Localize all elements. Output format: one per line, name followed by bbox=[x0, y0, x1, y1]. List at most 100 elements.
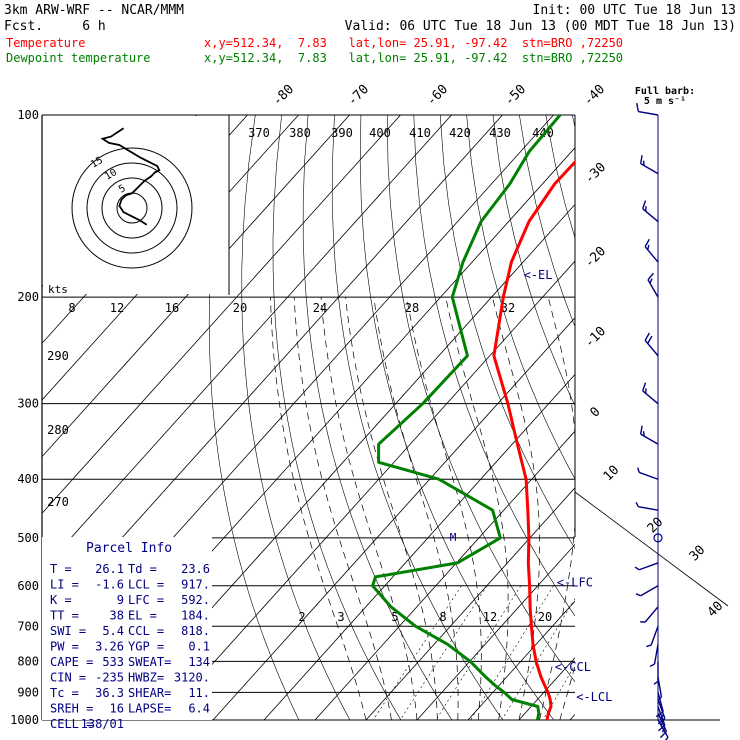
isotherm-line bbox=[723, 115, 740, 720]
dry-adiabat-line bbox=[302, 115, 453, 720]
wind-barb bbox=[637, 467, 659, 480]
moist-adiabat-line bbox=[539, 297, 575, 720]
model-title: 3km ARW-WRF -- NCAR/MMM bbox=[4, 3, 184, 18]
parcel-info-cell: CIN = bbox=[50, 671, 86, 685]
parcel-info-cell: 23.6 bbox=[181, 562, 210, 576]
wind-barb-flag bbox=[644, 238, 650, 248]
parcel-info-cell: LCL = bbox=[128, 578, 164, 592]
parcel-info-cell: 0.1 bbox=[188, 640, 210, 654]
isotherm-label-right: -30 bbox=[582, 160, 609, 187]
parcel-info-cell: 6.4 bbox=[188, 702, 210, 716]
wind-barb-shaft bbox=[642, 208, 659, 223]
parcel-info-cell: 134 bbox=[188, 655, 210, 669]
theta-label: 400 bbox=[369, 126, 391, 140]
moist-adiabat-line bbox=[345, 297, 438, 720]
hodograph-background bbox=[43, 116, 229, 294]
parcel-info-title: Parcel Info bbox=[86, 541, 172, 556]
wind-barb bbox=[640, 606, 659, 623]
parcel-info-panel: Parcel Info T = 26.1 Td = 23.6 LI = -1.6 LCL =… bbox=[42, 537, 212, 731]
wind-barb-shaft bbox=[657, 692, 664, 712]
wind-barb-flag bbox=[642, 382, 647, 392]
parcel-info-cell: -1.6 bbox=[95, 578, 124, 592]
temperature-profile-line bbox=[492, 159, 575, 720]
isotherm-label-right: 20 bbox=[645, 515, 667, 537]
hodograph-ring-label: 5 bbox=[117, 183, 128, 196]
dry-adiabat-line bbox=[652, 115, 740, 720]
parcel-info-cell: 11. bbox=[188, 686, 210, 700]
isotherm-label-right: -10 bbox=[582, 324, 609, 351]
temperature-location-info: x,y=512.34, 7.83 lat,lon= 25.91, -97.42 … bbox=[204, 36, 623, 50]
parcel-info-cell: CAPE = bbox=[50, 655, 93, 669]
wind-barb bbox=[639, 425, 659, 445]
wind-legend-line1: Full barb: bbox=[635, 86, 695, 97]
wind-barb-flag bbox=[635, 501, 639, 508]
isotherm-line bbox=[42, 115, 452, 571]
mixing-ratio-label-lower: 12 bbox=[483, 610, 497, 624]
moist-adiabat-line bbox=[293, 297, 392, 720]
forecast-hour: Fcst. 6 h bbox=[4, 19, 106, 34]
wind-barb bbox=[636, 102, 659, 116]
dry-adiabat-line bbox=[272, 115, 402, 720]
parcel-info-cell: -235 bbox=[95, 671, 124, 685]
isotherm-line bbox=[365, 487, 575, 720]
theta-label: 390 bbox=[331, 126, 353, 140]
wind-barb-shaft bbox=[650, 626, 659, 646]
parcel-info-cell: Tc = bbox=[50, 686, 79, 700]
isotherm-line bbox=[42, 115, 401, 514]
parcel-info-cell: LFC = bbox=[128, 593, 164, 607]
level-marker: <-LFC bbox=[557, 575, 593, 589]
wind-barb-flag bbox=[647, 272, 654, 281]
parcel-info-cell: EL = bbox=[128, 609, 157, 623]
dry-adiabat-line bbox=[241, 115, 351, 720]
dry-adiabat-line bbox=[625, 115, 740, 720]
isotherm-label-right: 0 bbox=[587, 404, 603, 420]
wind-barb-shaft bbox=[642, 390, 659, 405]
wind-barb-flag bbox=[639, 425, 643, 435]
wind-barb-shaft bbox=[640, 163, 659, 175]
mixing-ratio-line bbox=[501, 598, 575, 720]
dry-adiabat-line bbox=[678, 115, 740, 720]
wind-barb-flag bbox=[659, 730, 667, 739]
wind-barb-flag bbox=[655, 711, 664, 718]
wind-barb-flag bbox=[642, 431, 645, 437]
moist-adiabat-line bbox=[406, 297, 482, 720]
level-marker: <-EL bbox=[524, 268, 553, 282]
parcel-info-cell: 5.4 bbox=[102, 624, 124, 638]
theta-label: 420 bbox=[449, 126, 471, 140]
theta-label-left: 270 bbox=[47, 495, 69, 509]
parcel-info-cell: T = bbox=[50, 562, 72, 576]
hodograph-ring bbox=[101, 177, 163, 239]
wind-barb bbox=[655, 692, 664, 718]
pressure-tick-label: 100 bbox=[17, 108, 39, 122]
wind-barb bbox=[657, 699, 666, 725]
wind-barb bbox=[646, 626, 659, 648]
parcel-info-cell: 3120. bbox=[174, 671, 210, 685]
wind-barb-flag bbox=[664, 736, 669, 740]
pressure-tick-label: 600 bbox=[17, 579, 39, 593]
parcel-info-cell: LAPSE= bbox=[128, 702, 171, 716]
wind-barb-shaft bbox=[640, 433, 659, 445]
pressure-tick-label: 300 bbox=[17, 397, 39, 411]
parcel-info-cell: SREH = bbox=[50, 702, 93, 716]
wind-barb-shaft bbox=[653, 644, 659, 665]
isotherm-label-top: -40 bbox=[581, 82, 608, 109]
wind-barb-flag bbox=[634, 566, 640, 571]
wind-barb-shaft bbox=[638, 471, 659, 480]
parcel-info-cell: LI = bbox=[50, 578, 79, 592]
wind-barb-flag bbox=[636, 102, 639, 112]
plot-frame bbox=[41, 114, 729, 721]
parcel-info-cell: SWI = bbox=[50, 624, 86, 638]
isotherm-line bbox=[672, 115, 740, 720]
wind-barb bbox=[644, 238, 659, 263]
theta-label-left: 280 bbox=[47, 423, 69, 437]
theta-label: 410 bbox=[409, 126, 431, 140]
parcel-info-cell: 138/01 bbox=[81, 717, 124, 731]
mixing-ratio-label-lower: 3 bbox=[337, 610, 344, 624]
parcel-info-cell: 36.3 bbox=[95, 686, 124, 700]
wind-barb-flag bbox=[649, 663, 655, 667]
mixing-ratio-label: 12 bbox=[110, 301, 124, 315]
mixing-ratio-label: 16 bbox=[165, 301, 179, 315]
mixing-ratio-line bbox=[470, 585, 554, 720]
parcel-info-cell: 592. bbox=[181, 593, 210, 607]
